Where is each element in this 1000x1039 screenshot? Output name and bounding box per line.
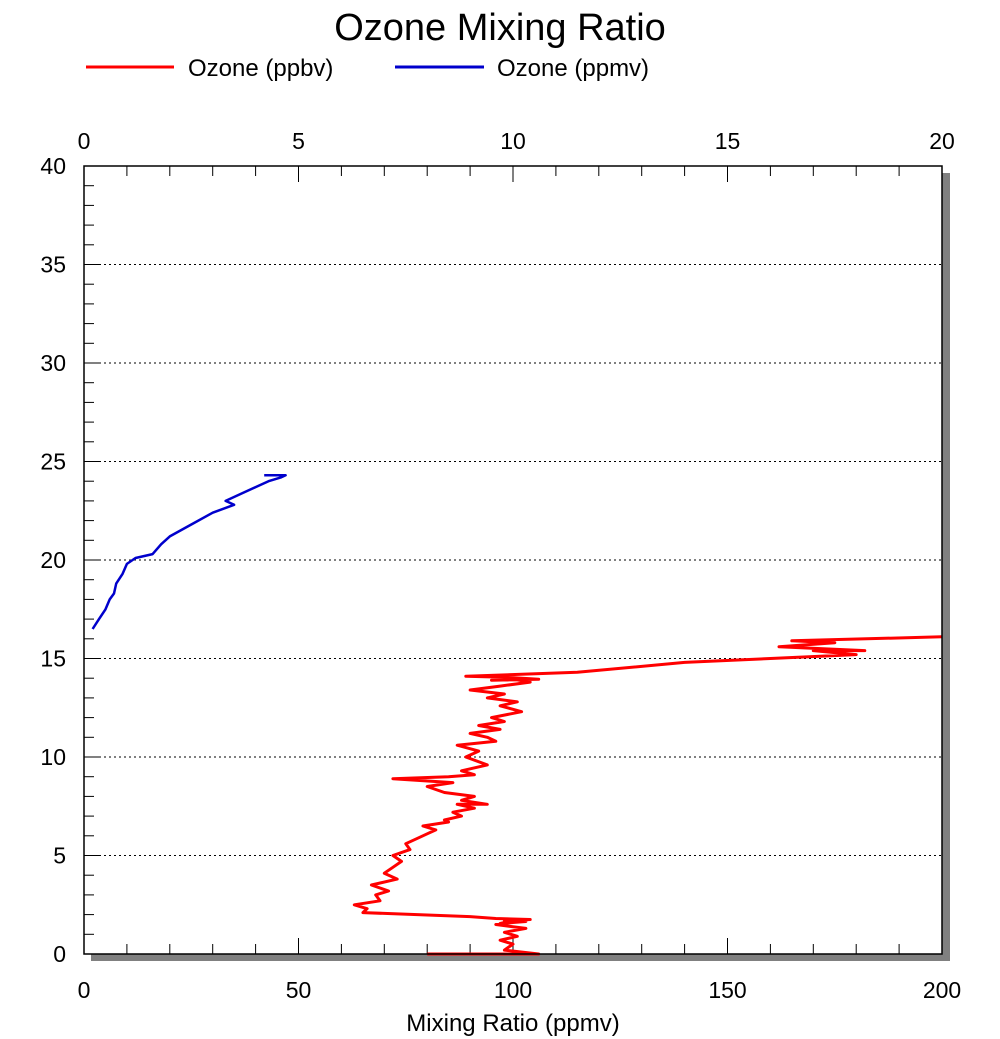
- y-tick-label: 20: [40, 547, 66, 573]
- axis-ticks: [83, 165, 943, 955]
- y-tick-label: 35: [40, 252, 66, 278]
- plot-area: [84, 166, 942, 954]
- y-tick-label: 0: [53, 941, 66, 967]
- x2-tick-label: 20: [929, 128, 955, 154]
- y-tick-label: 5: [53, 843, 66, 869]
- x2-tick-label: 0: [78, 128, 91, 154]
- y-tick-label: 30: [40, 350, 66, 376]
- x-tick-label: 100: [494, 977, 532, 1003]
- x-tick-label: 50: [286, 977, 312, 1003]
- y-tick-labels: 0 5 10 15 20 25 30 35 40: [40, 153, 66, 967]
- chart-title: Ozone Mixing Ratio: [334, 7, 666, 49]
- legend: Ozone (ppbv) Ozone (ppmv): [86, 55, 649, 82]
- x2-tick-label: 5: [292, 128, 305, 154]
- x2-tick-labels: 0 5 10 15 20: [78, 128, 955, 154]
- series-line-ozone-ppbv: [352, 635, 943, 956]
- y-tick-label: 25: [40, 449, 66, 475]
- x2-tick-label: 10: [500, 128, 526, 154]
- x-tick-labels: 0 50 100 150 200: [78, 977, 962, 1003]
- y-tick-label: 15: [40, 646, 66, 672]
- y-tick-label: 40: [40, 153, 66, 179]
- legend-label-ppbv: Ozone (ppbv): [188, 55, 333, 82]
- legend-label-ppmv: Ozone (ppmv): [497, 55, 649, 82]
- x-tick-label: 0: [78, 977, 91, 1003]
- y-tick-label: 10: [40, 744, 66, 770]
- series-line-ozone-ppmv: [91, 474, 287, 630]
- x2-tick-label: 15: [715, 128, 741, 154]
- series-lines: [91, 474, 943, 956]
- plot-frame: [83, 165, 943, 955]
- x-tick-label: 200: [923, 977, 961, 1003]
- x-axis-label: Mixing Ratio (ppmv): [406, 1010, 619, 1037]
- x-tick-label: 150: [708, 977, 746, 1003]
